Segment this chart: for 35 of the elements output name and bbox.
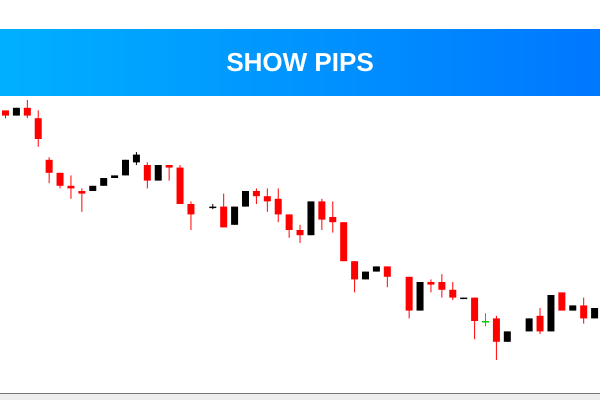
candlestick bbox=[438, 274, 446, 298]
candlestick bbox=[274, 188, 282, 223]
candlestick bbox=[471, 297, 478, 340]
candlestick bbox=[329, 200, 336, 234]
candlestick bbox=[427, 278, 434, 293]
candlestick bbox=[296, 224, 304, 244]
candlestick bbox=[526, 318, 533, 332]
candlestick bbox=[384, 266, 391, 288]
candlestick bbox=[492, 315, 500, 360]
candlestick bbox=[46, 156, 53, 184]
candlestick bbox=[449, 282, 456, 301]
candlestick bbox=[24, 100, 31, 119]
candlestick bbox=[187, 200, 194, 230]
candlestick bbox=[67, 174, 74, 200]
candlestick bbox=[56, 172, 64, 189]
chart-title: SHOW PIPS bbox=[226, 47, 374, 78]
candlestick bbox=[220, 193, 228, 228]
candlestick bbox=[166, 164, 173, 182]
candlestick bbox=[242, 190, 249, 208]
candlestick bbox=[536, 308, 544, 334]
candlestick bbox=[154, 164, 162, 182]
candlestick bbox=[482, 312, 489, 327]
candlestick bbox=[231, 206, 238, 226]
candlestick bbox=[580, 297, 588, 324]
candlestick bbox=[264, 188, 271, 212]
candlestick bbox=[318, 198, 326, 230]
candlestick bbox=[144, 162, 151, 189]
candlestick bbox=[34, 110, 42, 148]
candlestick bbox=[351, 260, 358, 293]
candlestick bbox=[132, 152, 140, 166]
candlestick bbox=[122, 159, 129, 176]
candlestick bbox=[286, 214, 293, 238]
candlestick bbox=[591, 308, 598, 319]
candlestick bbox=[252, 188, 260, 204]
candlestick bbox=[78, 188, 86, 212]
